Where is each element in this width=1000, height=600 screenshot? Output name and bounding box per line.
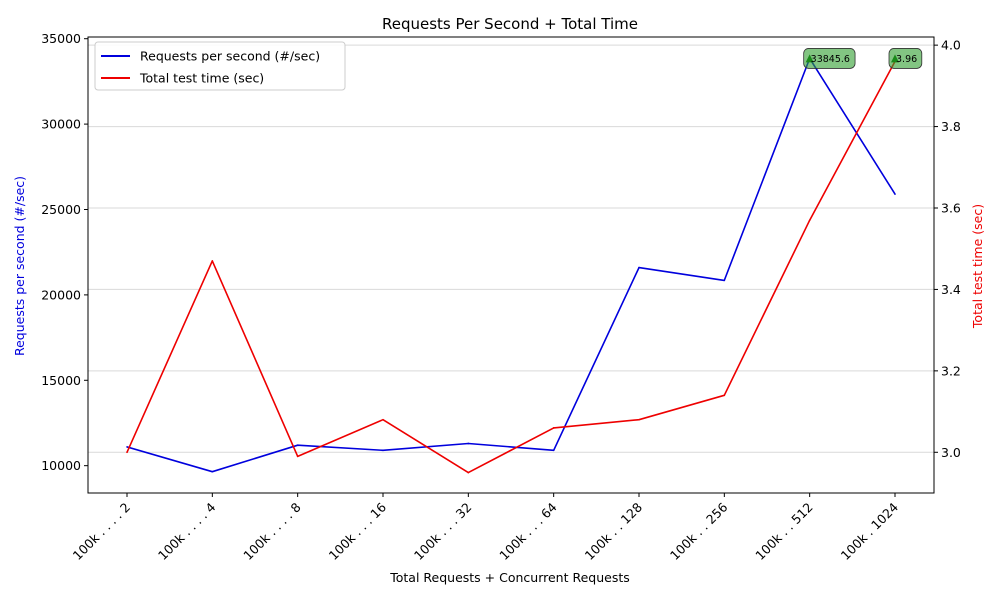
series-1-point-1: [211, 260, 214, 262]
x-tick-label-0: 100k . . . . 2: [70, 500, 134, 564]
series-1-point-0: [126, 451, 128, 454]
legend: Requests per second (#/sec) Total test t…: [94, 41, 346, 91]
right-tick-label-2: 3.4: [941, 282, 961, 297]
x-tick-label-5: 100k . . . 64: [496, 499, 560, 563]
annotation-label-0: 33845.6: [811, 54, 850, 65]
x-tick-label-3: 100k . . . 16: [326, 499, 390, 563]
annotation-marker-0: [805, 54, 814, 63]
series-0-point-0: [126, 446, 128, 448]
annotation-box-0: [803, 48, 856, 69]
series-0-point-3: [382, 449, 384, 452]
x-tick-label-2: 100k . . . . 8: [240, 499, 304, 563]
right-axis-ticks: 3.0 3.2 3.4 3.6 3.8 4.0: [934, 38, 961, 460]
left-tick-label-4: 30000: [41, 117, 81, 132]
series-line-1: [126, 61, 896, 474]
grid-lines: [88, 44, 934, 453]
left-tick-label-3: 25000: [41, 202, 81, 217]
series-1-point-8: [808, 219, 811, 222]
annotation-box-1: [888, 48, 923, 69]
legend-label-total-time: Total test time (sec): [139, 71, 264, 86]
series-1-point-6: [638, 418, 640, 421]
left-axis-ticks: 10000 15000 20000 25000 30000 35000: [41, 31, 88, 473]
series-1-point-3: [382, 418, 384, 421]
left-tick-label-2: 20000: [41, 287, 81, 302]
series-layer: [126, 57, 896, 474]
x-tick-label-9: 100k . 1024: [838, 499, 902, 563]
chart-title: Requests Per Second + Total Time: [382, 15, 638, 33]
right-tick-label-5: 4.0: [941, 38, 961, 53]
series-0-point-1: [211, 470, 214, 473]
series-line-0: [126, 57, 896, 473]
x-tick-label-7: 100k . . 256: [667, 499, 731, 563]
right-axis-label: Total test time (sec): [970, 204, 985, 329]
right-tick-label-4: 3.8: [941, 119, 961, 134]
series-1-point-5: [552, 427, 555, 429]
series-1-point-7: [723, 394, 726, 397]
series-0-point-5: [552, 449, 555, 452]
series-1-point-2: [296, 455, 299, 458]
left-tick-label-1: 15000: [41, 373, 81, 388]
series-1-point-4: [467, 471, 470, 474]
left-tick-label-5: 35000: [41, 31, 81, 46]
legend-label-requests: Requests per second (#/sec): [140, 49, 320, 64]
annotation-marker-1: [891, 54, 899, 63]
x-axis-label: Total Requests + Concurrent Requests: [389, 570, 630, 585]
x-axis-ticks: 100k . . . . 2 100k . . . . 4 100k . . . .…: [70, 493, 902, 564]
series-0-point-4: [467, 442, 470, 445]
series-0-point-6: [638, 266, 640, 269]
series-0-point-9: [894, 193, 896, 195]
series-0-point-2: [296, 444, 299, 446]
right-tick-label-1: 3.2: [941, 363, 961, 378]
legend-box: [94, 41, 346, 91]
x-tick-label-4: 100k . . . 32: [411, 500, 475, 564]
x-tick-label-8: 100k . . 512: [752, 500, 816, 564]
left-axis-label: Requests per second (#/sec): [12, 176, 27, 356]
right-tick-label-0: 3.0: [941, 445, 961, 460]
annotation-label-1: 3.96: [896, 54, 917, 65]
annotations: 33845.6 3.96: [803, 48, 923, 69]
right-tick-label-3: 3.6: [941, 201, 961, 216]
x-tick-label-6: 100k . . 128: [582, 499, 646, 563]
x-tick-label-1: 100k . . . . 4: [155, 499, 219, 563]
plot-frame: [87, 36, 935, 494]
left-tick-label-0: 10000: [41, 458, 81, 473]
series-0-point-7: [723, 279, 726, 282]
